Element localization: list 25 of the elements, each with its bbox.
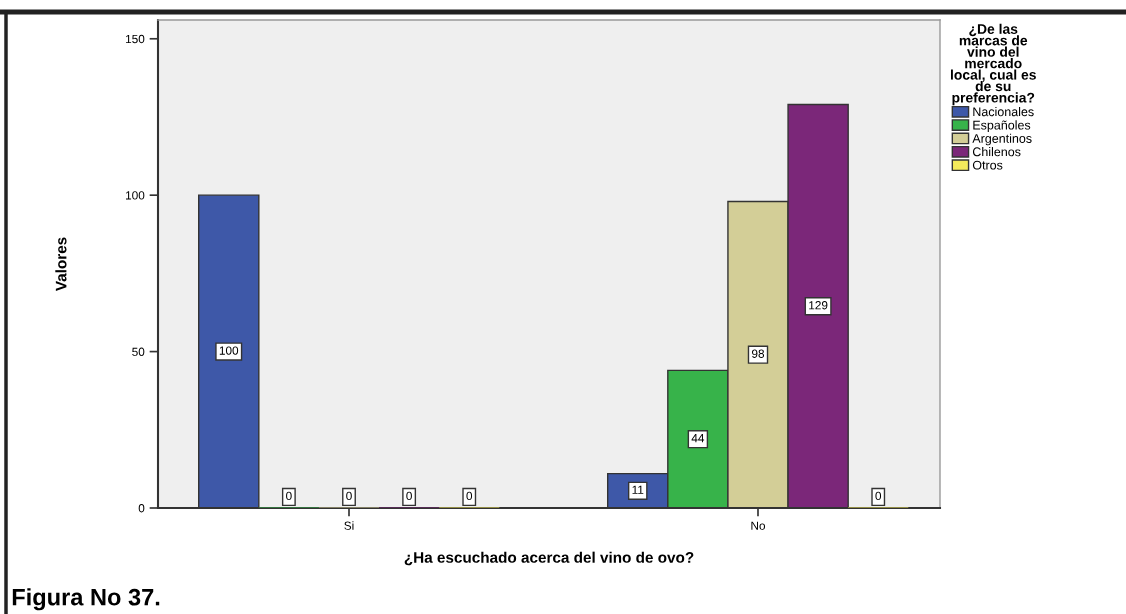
y-tick-label: 100 bbox=[126, 191, 145, 200]
legend-label: Argentinos bbox=[972, 133, 1032, 146]
legend-label: Chilenos bbox=[972, 147, 1021, 157]
data-label: 11 bbox=[632, 485, 644, 494]
x-tick-label: Si bbox=[344, 521, 354, 530]
data-label: 0 bbox=[346, 491, 352, 501]
data-label: 0 bbox=[875, 491, 882, 501]
data-label: 98 bbox=[751, 349, 765, 358]
x-tick-label: No bbox=[751, 521, 766, 530]
data-label: 100 bbox=[219, 346, 239, 355]
data-label: 44 bbox=[691, 434, 705, 443]
legend-label: Nacionales bbox=[973, 107, 1034, 117]
y-tick-label: 150 bbox=[126, 34, 145, 44]
text: Figura No 37. bbox=[12, 588, 160, 611]
data-label: 0 bbox=[406, 491, 412, 501]
data-label: 0 bbox=[286, 491, 292, 501]
legend-label: Otros bbox=[972, 160, 1003, 170]
data-label: 129 bbox=[809, 301, 828, 310]
x-axis-title: ¿Ha escuchado acerca del vino de ovo? bbox=[404, 551, 694, 566]
data-label: 0 bbox=[466, 491, 473, 501]
y-tick-label: 50 bbox=[132, 347, 145, 356]
y-axis-title: Valores bbox=[55, 237, 67, 292]
legend-label: Españoles bbox=[973, 120, 1031, 133]
y-tick-label: 0 bbox=[138, 504, 145, 513]
legend-title: ¿De las marcas de vino del mercado local, cual es de su preferencia? bbox=[950, 23, 1036, 106]
